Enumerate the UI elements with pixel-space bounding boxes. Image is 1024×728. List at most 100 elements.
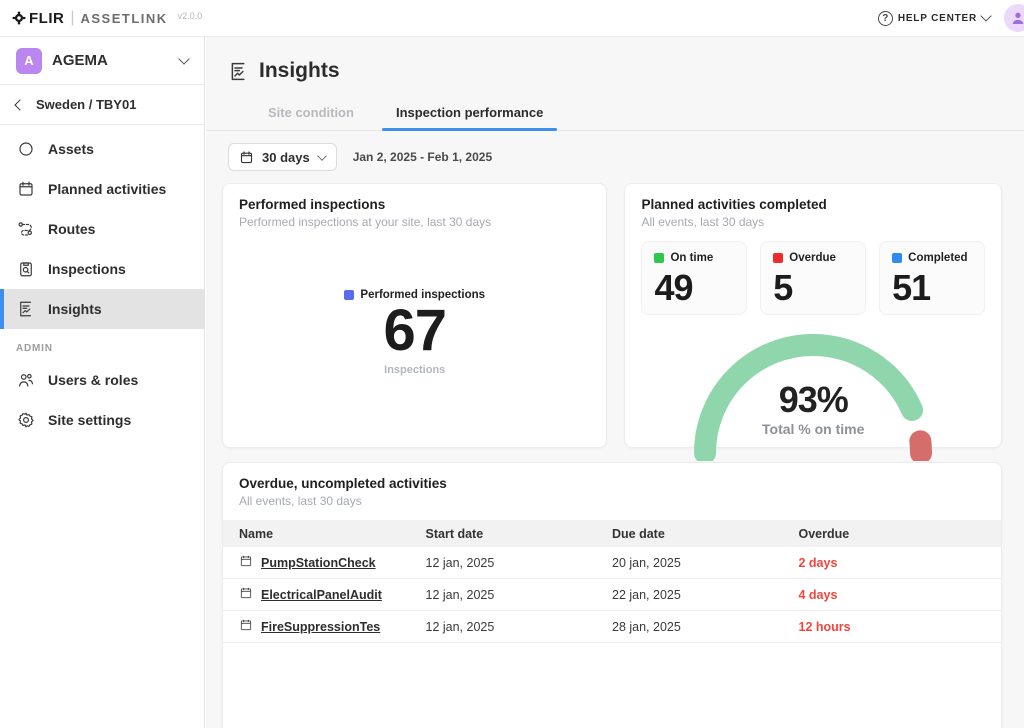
card-subtitle: All events, last 30 days: [239, 494, 362, 508]
column-header-name: Name: [239, 526, 274, 541]
chevron-down-icon: [316, 150, 327, 161]
page-title: Insights: [259, 59, 340, 82]
date-range-dropdown[interactable]: 30 days: [228, 143, 337, 171]
overdue-cell: 12 hours: [798, 619, 851, 634]
date-range-text: Jan 2, 2025 - Feb 1, 2025: [352, 150, 493, 164]
app-version: v2.0.0: [177, 11, 203, 21]
overdue-table: Name Start date Due date Overdue PumpSta…: [223, 520, 1001, 643]
sidebar-item-label: Routes: [48, 221, 96, 237]
help-center-button[interactable]: ? HELP CENTER: [877, 10, 992, 26]
start-date-cell: 12 jan, 2025: [425, 555, 495, 570]
legend-square: [344, 290, 355, 300]
sidebar-nav: Assets Planned activities Routes Inspect…: [0, 125, 204, 440]
tab-inspection-performance[interactable]: Inspection performance: [381, 97, 558, 131]
chevron-down-icon: [980, 10, 992, 22]
org-switcher[interactable]: A AGEMA: [0, 37, 204, 85]
card-title: Performed inspections: [239, 197, 386, 212]
table-header-row: Name Start date Due date Overdue: [223, 520, 1001, 547]
stat-label: Completed: [908, 252, 968, 264]
org-name: AGEMA: [52, 52, 108, 69]
sidebar-item-label: Inspections: [48, 261, 126, 277]
sidebar-item-inspections[interactable]: Inspections: [0, 249, 204, 289]
overdue-cell: 4 days: [798, 587, 838, 602]
stat-overdue: Overdue 5: [760, 241, 867, 315]
column-header-start-date: Start date: [425, 526, 484, 541]
main-content: Insights Site condition Inspection perfo…: [206, 37, 1024, 728]
overdue-activities-card: Overdue, uncompleted activities All even…: [222, 462, 1002, 728]
circle-icon: [16, 140, 35, 159]
column-header-due-date: Due date: [612, 526, 665, 541]
route-icon: [16, 220, 35, 239]
stat-completed: Completed 51: [879, 241, 986, 315]
stat-value: 51: [892, 267, 931, 308]
users-icon: [16, 371, 35, 390]
calendar-icon: [239, 554, 253, 571]
table-row: PumpStationCheck 12 jan, 2025 20 jan, 20…: [223, 547, 1001, 579]
legend-label: Performed inspections: [360, 289, 486, 301]
kpi-legend: Performed inspections: [344, 289, 485, 301]
flir-gear-icon: [12, 11, 26, 25]
sidebar-item-users-roles[interactable]: Users & roles: [0, 360, 204, 400]
top-bar: FLIR | ASSETLINK v2.0.0 ? HELP CENTER: [0, 0, 1024, 37]
insights-chart-icon: [231, 62, 245, 80]
gear-icon: [16, 411, 35, 430]
stat-value: 5: [773, 267, 793, 308]
gauge-arc-green: [694, 334, 933, 461]
sidebar-item-label: Site settings: [48, 412, 132, 428]
flir-logo: FLIR: [12, 10, 64, 27]
sidebar-item-insights[interactable]: Insights: [0, 289, 204, 329]
sidebar: A AGEMA Sweden / TBY01 Assets Planned ac…: [0, 37, 205, 728]
calendar-icon: [239, 586, 253, 603]
on-time-gauge: 93% Total % on time: [683, 321, 943, 461]
activity-link[interactable]: ElectricalPanelAudit: [261, 587, 382, 602]
brand-separator: |: [70, 9, 75, 26]
site-name: Sweden / TBY01: [36, 97, 137, 112]
range-label: 30 days: [262, 149, 310, 165]
sidebar-item-site-settings[interactable]: Site settings: [0, 400, 204, 440]
help-center-label: HELP CENTER: [897, 12, 977, 24]
help-icon: ?: [877, 10, 893, 26]
gauge-percent: 93%: [778, 379, 849, 420]
due-date-cell: 22 jan, 2025: [612, 587, 681, 602]
planned-activities-card: Planned activities completed All events,…: [624, 183, 1002, 461]
due-date-cell: 28 jan, 2025: [612, 619, 681, 634]
product-name: ASSETLINK: [80, 10, 168, 26]
tab-site-condition[interactable]: Site condition: [268, 105, 354, 120]
sidebar-item-label: Planned activities: [48, 181, 167, 197]
card-title: Planned activities completed: [641, 197, 827, 212]
sidebar-item-planned-activities[interactable]: Planned activities: [0, 169, 204, 209]
sidebar-item-assets[interactable]: Assets: [0, 129, 204, 169]
sidebar-item-label: Assets: [48, 141, 94, 157]
legend-square: [892, 253, 903, 263]
activity-link[interactable]: FireSuppressionTes: [261, 619, 381, 634]
person-icon: [1012, 12, 1024, 24]
org-avatar: A: [16, 47, 42, 74]
calendar-icon: [16, 180, 35, 199]
due-date-cell: 20 jan, 2025: [612, 555, 681, 570]
admin-section-label: ADMIN: [16, 343, 53, 354]
clipboard-search-icon: [16, 260, 35, 279]
start-date-cell: 12 jan, 2025: [425, 619, 495, 634]
legend-square: [654, 253, 665, 263]
gauge-label: Total % on time: [762, 421, 865, 437]
tab-bar: Site condition Inspection performance: [254, 97, 1024, 131]
stat-on-time: On time 49: [641, 241, 748, 315]
insights-chart-icon: [16, 300, 35, 319]
activity-link[interactable]: PumpStationCheck: [261, 555, 376, 570]
calendar-icon: [239, 618, 253, 635]
sidebar-item-routes[interactable]: Routes: [0, 209, 204, 249]
performed-inspections-card: Performed inspections Performed inspecti…: [222, 183, 608, 448]
legend-square: [773, 253, 784, 263]
stat-label: On time: [670, 252, 714, 264]
card-title: Overdue, uncompleted activities: [239, 476, 447, 491]
performed-inspections-value: 67: [383, 298, 447, 363]
table-row: ElectricalPanelAudit 12 jan, 2025 22 jan…: [223, 579, 1001, 611]
stat-value: 49: [654, 267, 693, 308]
user-avatar[interactable]: [1004, 4, 1024, 32]
site-back-row[interactable]: Sweden / TBY01: [0, 85, 204, 125]
stat-label: Overdue: [789, 252, 836, 264]
overdue-cell: 2 days: [798, 555, 838, 570]
table-row: FireSuppressionTes 12 jan, 2025 28 jan, …: [223, 611, 1001, 643]
tabs-divider: [206, 130, 1024, 131]
sidebar-item-label: Users & roles: [48, 372, 139, 388]
